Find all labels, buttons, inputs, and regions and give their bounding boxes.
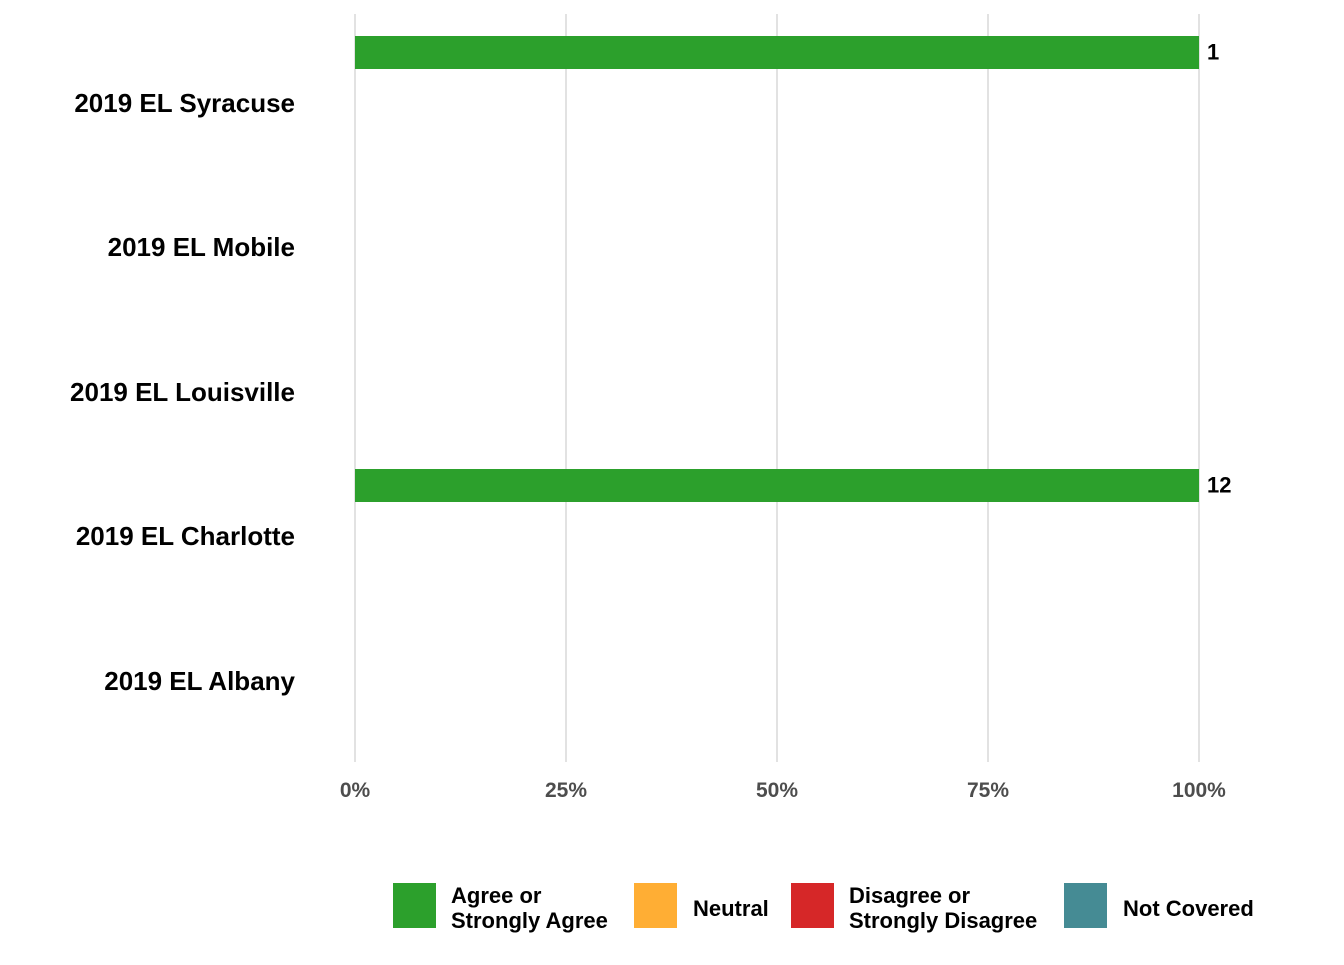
- category-label: 2019 EL Louisville: [70, 377, 295, 407]
- x-tick-label: 100%: [1172, 779, 1226, 802]
- legend-swatch: [634, 883, 677, 928]
- x-tick-label: 0%: [340, 779, 371, 802]
- bar-data-label: 12: [1207, 472, 1231, 497]
- legend-label: Strongly Disagree: [849, 908, 1037, 933]
- category-label: 2019 EL Syracuse: [74, 88, 295, 118]
- gridlines: [354, 14, 1200, 762]
- bar-segment: [355, 469, 1199, 502]
- category-label: 2019 EL Mobile: [108, 232, 295, 262]
- legend-swatch: [393, 883, 436, 928]
- legend-label: Neutral: [693, 896, 769, 921]
- legend-label: Not Covered: [1123, 896, 1254, 921]
- legend-label: Disagree or: [849, 883, 970, 908]
- x-axis-tick-labels: 0% 25% 50% 75% 100%: [340, 779, 1226, 802]
- x-tick-label: 50%: [756, 779, 798, 802]
- x-tick-label: 25%: [545, 779, 587, 802]
- y-axis-labels: 2019 EL Syracuse 2019 EL Mobile 2019 EL Lo…: [70, 88, 296, 696]
- x-tick-label: 75%: [967, 779, 1009, 802]
- legend-label: Strongly Agree: [451, 908, 608, 933]
- bars: 1 12: [355, 36, 1231, 502]
- legend-swatch: [791, 883, 834, 928]
- bar-segment: [355, 36, 1199, 69]
- category-label: 2019 EL Albany: [104, 666, 295, 696]
- category-label: 2019 EL Charlotte: [76, 521, 295, 551]
- legend-swatch: [1064, 883, 1107, 928]
- bar-data-label: 1: [1207, 39, 1219, 64]
- legend-label: Agree or: [451, 883, 542, 908]
